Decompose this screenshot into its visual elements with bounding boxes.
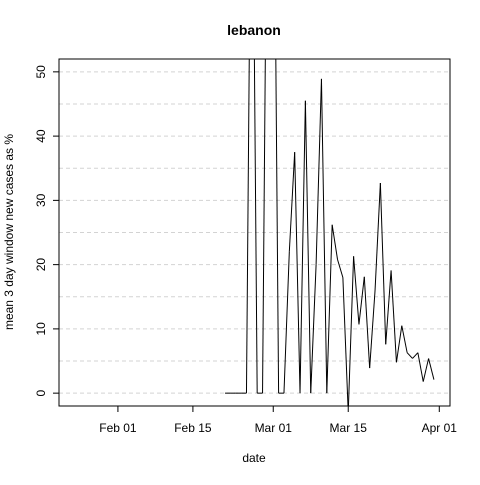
y-axis-label: mean 3 day window new cases as %	[2, 134, 16, 330]
line-segment	[310, 264, 317, 394]
x-axis: Feb 01 Feb 15 Mar 01 Mar 15 Apr 01	[99, 406, 457, 435]
line-segment	[385, 270, 392, 345]
line-segment	[262, 59, 266, 394]
line-segment	[358, 276, 365, 325]
series-lines	[225, 59, 435, 406]
line-segment	[342, 277, 349, 406]
line-segment	[379, 183, 387, 345]
line-segment	[253, 59, 258, 394]
chart-title: lebanon	[227, 22, 281, 38]
x-tick-label: Feb 15	[174, 421, 212, 435]
x-tick-label: Mar 01	[255, 421, 293, 435]
line-segment	[337, 259, 344, 278]
y-tick-label: 30	[34, 193, 48, 207]
x-tick-label: Feb 01	[99, 421, 137, 435]
x-tick-label: Apr 01	[422, 421, 458, 435]
line-segment	[401, 325, 408, 353]
x-axis-label: date	[242, 451, 266, 465]
line-segment	[428, 358, 435, 380]
line-segment	[299, 100, 306, 394]
line-segment	[288, 152, 296, 252]
line-segment	[283, 251, 290, 394]
line-segment	[417, 352, 424, 382]
line-segment	[374, 182, 381, 292]
line-segment	[331, 224, 339, 260]
line-segment	[326, 224, 333, 394]
y-tick-label: 10	[34, 322, 48, 336]
line-segment	[406, 352, 413, 359]
line-segment	[275, 59, 280, 394]
plot-frame	[58, 58, 451, 407]
line-segment	[353, 256, 360, 325]
line-segment	[304, 100, 312, 394]
line-segment	[369, 290, 376, 369]
line-segment	[422, 358, 430, 382]
y-tick-label: 40	[34, 129, 48, 143]
line-segment	[395, 325, 403, 363]
y-tick-label: 20	[34, 258, 48, 272]
x-tick-label: Mar 15	[330, 421, 368, 435]
line-segment	[390, 270, 397, 363]
line-segment	[320, 78, 328, 394]
line-segment	[412, 352, 419, 359]
series-0	[225, 59, 435, 406]
y-tick-label: 0	[34, 389, 48, 396]
line-segment	[294, 152, 301, 394]
y-tick-label: 50	[34, 65, 48, 79]
y-axis: 0 10 20 30 40 50	[34, 65, 59, 396]
line-segment	[347, 256, 355, 406]
line-segment	[315, 78, 322, 265]
line-segment	[245, 59, 250, 394]
line-segment	[363, 276, 371, 369]
